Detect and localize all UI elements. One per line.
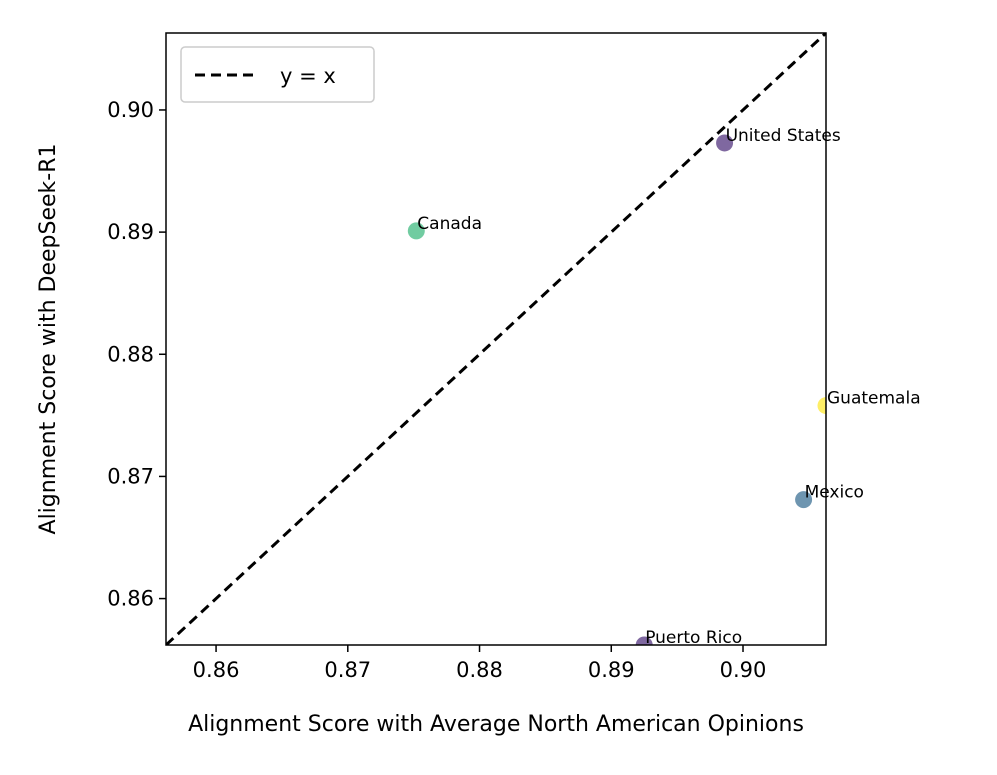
- plot-frame: [165, 32, 827, 646]
- x-tick-label: 0.88: [456, 658, 503, 682]
- y-tick-label: 0.89: [107, 220, 154, 244]
- point-label-canada: Canada: [417, 214, 482, 234]
- x-tick-label: 0.89: [588, 658, 635, 682]
- point-label-united-states: United States: [726, 126, 841, 146]
- x-tick-label: 0.87: [324, 658, 371, 682]
- y-tick-label: 0.86: [107, 587, 154, 611]
- point-label-guatemala: Guatemala: [827, 389, 921, 409]
- y-tick-label: 0.88: [107, 342, 154, 366]
- x-tick-label: 0.86: [193, 658, 240, 682]
- x-tick-label: 0.90: [720, 658, 767, 682]
- point-label-mexico: Mexico: [805, 483, 864, 503]
- point-puerto-rico: [635, 636, 653, 645]
- point-label-puerto-rico: Puerto Rico: [645, 628, 742, 648]
- y-axis-label: Alignment Score with DeepSeek-R1: [36, 144, 61, 535]
- point-mexico: [795, 491, 813, 509]
- reference-line-y-equals-x: [166, 33, 826, 645]
- plot-marks: [166, 33, 826, 645]
- legend-box: [180, 46, 375, 103]
- point-united-states: [716, 134, 734, 152]
- y-tick-label: 0.90: [107, 98, 154, 122]
- x-axis-ticks: 0.86 0.87 0.88 0.89 0.90: [193, 645, 767, 682]
- legend-entry-y-equals-x: y = x: [280, 64, 336, 88]
- y-axis-ticks: 0.86 0.87 0.88 0.89 0.90: [107, 98, 166, 611]
- point-canada: [407, 222, 425, 240]
- point-guatemala: [817, 397, 826, 415]
- point-labels: United States Canada Guatemala Mexico Puerto…: [417, 126, 920, 648]
- legend: y = x: [180, 46, 375, 103]
- x-axis-label: Alignment Score with Average North Ameri…: [188, 712, 804, 737]
- y-tick-label: 0.87: [107, 464, 154, 488]
